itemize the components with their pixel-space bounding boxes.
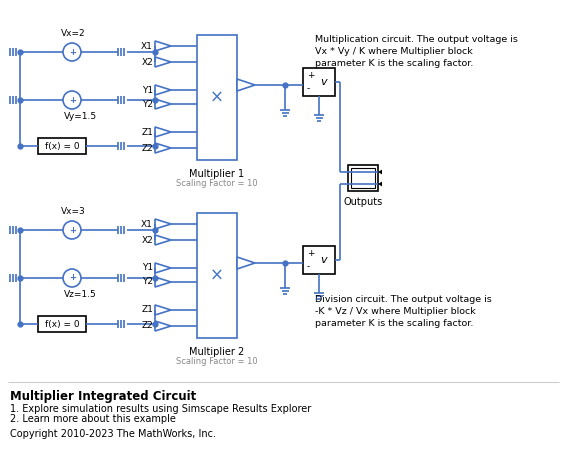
Text: Vx=3: Vx=3 <box>61 207 86 216</box>
Text: Copyright 2010-2023 The MathWorks, Inc.: Copyright 2010-2023 The MathWorks, Inc. <box>10 429 216 439</box>
Text: Z1: Z1 <box>141 128 153 137</box>
Text: Scaling Factor = 10: Scaling Factor = 10 <box>176 356 258 365</box>
Polygon shape <box>378 170 382 174</box>
Polygon shape <box>155 99 171 109</box>
Circle shape <box>63 43 81 61</box>
Text: Scaling Factor = 10: Scaling Factor = 10 <box>176 179 258 188</box>
Text: v: v <box>320 77 327 87</box>
Text: f(x) = 0: f(x) = 0 <box>45 319 79 328</box>
Polygon shape <box>155 277 171 287</box>
Text: Z2: Z2 <box>141 144 153 153</box>
Text: Multiplier 2: Multiplier 2 <box>189 347 244 357</box>
Text: v: v <box>320 255 327 265</box>
Polygon shape <box>155 85 171 95</box>
Text: Multiplication circuit. The output voltage is
Vx * Vy / K where Multiplier block: Multiplication circuit. The output volta… <box>315 35 518 68</box>
Polygon shape <box>155 321 171 331</box>
Text: Vz=1.5: Vz=1.5 <box>64 290 97 299</box>
Text: Vx=2: Vx=2 <box>61 29 85 38</box>
Text: Outputs: Outputs <box>344 197 383 207</box>
Polygon shape <box>378 182 382 186</box>
Polygon shape <box>155 127 171 137</box>
Text: +: + <box>70 273 77 283</box>
Polygon shape <box>155 57 171 67</box>
Text: Z1: Z1 <box>141 306 153 315</box>
Circle shape <box>63 91 81 109</box>
Text: Y2: Y2 <box>142 100 153 109</box>
Bar <box>303 68 335 96</box>
Text: Y1: Y1 <box>142 85 153 94</box>
Polygon shape <box>155 235 171 245</box>
Text: +: + <box>70 226 77 235</box>
Bar <box>303 246 335 274</box>
Bar <box>38 138 86 154</box>
Text: Y1: Y1 <box>142 264 153 273</box>
Polygon shape <box>155 305 171 315</box>
Text: Vy=1.5: Vy=1.5 <box>64 112 97 121</box>
Bar <box>197 213 237 338</box>
Text: +: + <box>307 249 315 258</box>
Text: Multiplier 1: Multiplier 1 <box>189 169 244 179</box>
Text: -: - <box>307 84 310 93</box>
Text: X1: X1 <box>141 219 153 228</box>
Text: ×: × <box>210 89 224 107</box>
Polygon shape <box>155 41 171 51</box>
Text: Y2: Y2 <box>142 277 153 286</box>
Polygon shape <box>237 257 255 269</box>
Text: Multiplier Integrated Circuit: Multiplier Integrated Circuit <box>10 390 196 403</box>
Text: +: + <box>70 95 77 104</box>
Text: f(x) = 0: f(x) = 0 <box>45 142 79 151</box>
Text: 2. Learn more about this example: 2. Learn more about this example <box>10 414 176 424</box>
Text: X2: X2 <box>141 236 153 245</box>
Polygon shape <box>155 219 171 229</box>
Text: X1: X1 <box>141 42 153 51</box>
Bar <box>197 35 237 160</box>
Polygon shape <box>237 79 255 91</box>
Text: X2: X2 <box>141 57 153 66</box>
Bar <box>351 168 375 188</box>
Bar <box>38 316 86 332</box>
Polygon shape <box>155 143 171 153</box>
Text: Z2: Z2 <box>141 321 153 330</box>
Text: ×: × <box>210 266 224 284</box>
Text: Division circuit. The output voltage is
-K * Vz / Vx where Multiplier block
para: Division circuit. The output voltage is … <box>315 295 492 328</box>
Circle shape <box>63 269 81 287</box>
Text: +: + <box>307 71 315 80</box>
Text: -: - <box>307 262 310 271</box>
Text: 1. Explore simulation results using Simscape Results Explorer: 1. Explore simulation results using Sims… <box>10 404 311 414</box>
Bar <box>348 165 378 191</box>
Polygon shape <box>155 263 171 273</box>
Text: +: + <box>70 47 77 56</box>
Circle shape <box>63 221 81 239</box>
